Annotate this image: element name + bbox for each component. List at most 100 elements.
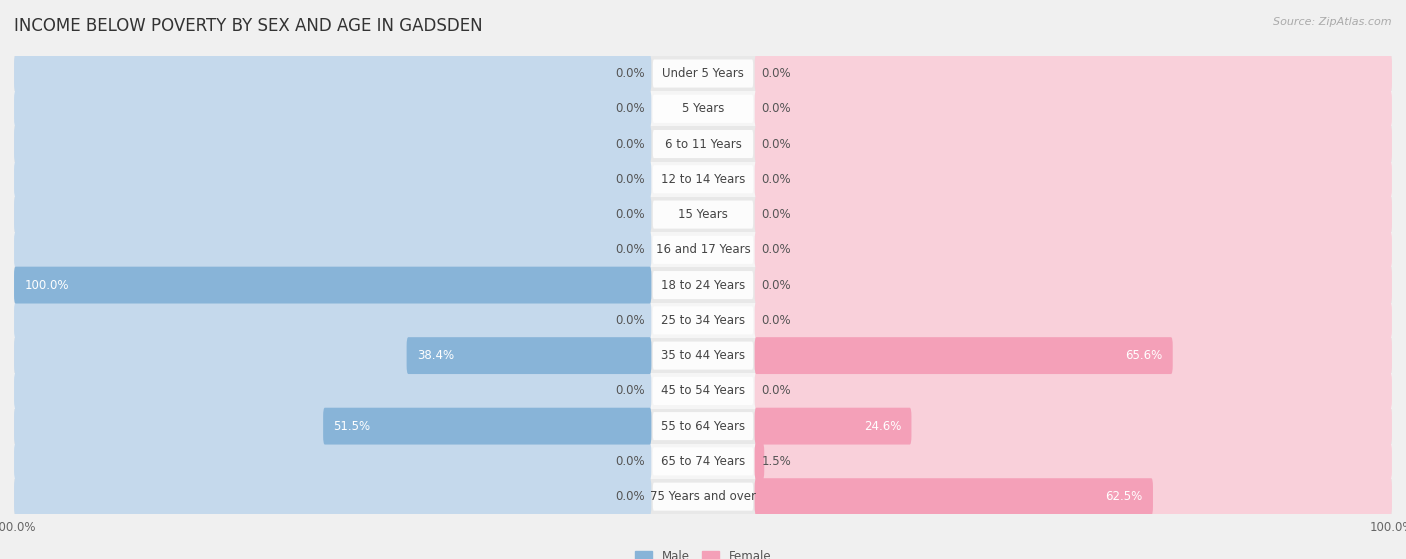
- FancyBboxPatch shape: [652, 377, 754, 405]
- FancyBboxPatch shape: [755, 408, 911, 444]
- FancyBboxPatch shape: [755, 231, 1392, 268]
- Text: 0.0%: 0.0%: [614, 138, 644, 150]
- FancyBboxPatch shape: [755, 479, 1153, 515]
- FancyBboxPatch shape: [14, 55, 651, 92]
- Text: 75 Years and over: 75 Years and over: [650, 490, 756, 503]
- Text: 65.6%: 65.6%: [1125, 349, 1163, 362]
- Bar: [14, 444, 1392, 479]
- Text: 18 to 24 Years: 18 to 24 Years: [661, 278, 745, 292]
- Text: 62.5%: 62.5%: [1105, 490, 1143, 503]
- FancyBboxPatch shape: [323, 408, 651, 444]
- Legend: Male, Female: Male, Female: [630, 546, 776, 559]
- Text: 0.0%: 0.0%: [614, 490, 644, 503]
- Text: 1.5%: 1.5%: [762, 455, 792, 468]
- Bar: [14, 232, 1392, 267]
- Text: 25 to 34 Years: 25 to 34 Years: [661, 314, 745, 327]
- Text: 0.0%: 0.0%: [762, 173, 792, 186]
- FancyBboxPatch shape: [652, 236, 754, 264]
- Text: 38.4%: 38.4%: [418, 349, 454, 362]
- Text: 0.0%: 0.0%: [762, 67, 792, 80]
- Text: 51.5%: 51.5%: [333, 420, 371, 433]
- FancyBboxPatch shape: [14, 231, 651, 268]
- Text: 0.0%: 0.0%: [762, 102, 792, 115]
- Text: 35 to 44 Years: 35 to 44 Years: [661, 349, 745, 362]
- Bar: [14, 373, 1392, 409]
- FancyBboxPatch shape: [755, 126, 1392, 163]
- Text: 0.0%: 0.0%: [614, 208, 644, 221]
- FancyBboxPatch shape: [755, 302, 1392, 339]
- Bar: [14, 303, 1392, 338]
- FancyBboxPatch shape: [652, 447, 754, 475]
- FancyBboxPatch shape: [14, 302, 651, 339]
- FancyBboxPatch shape: [14, 443, 651, 480]
- FancyBboxPatch shape: [14, 479, 651, 515]
- Text: 0.0%: 0.0%: [762, 208, 792, 221]
- Text: Source: ZipAtlas.com: Source: ZipAtlas.com: [1274, 17, 1392, 27]
- FancyBboxPatch shape: [755, 479, 1392, 515]
- Bar: [14, 126, 1392, 162]
- FancyBboxPatch shape: [14, 161, 651, 198]
- FancyBboxPatch shape: [14, 126, 651, 163]
- FancyBboxPatch shape: [652, 201, 754, 229]
- FancyBboxPatch shape: [14, 267, 651, 304]
- FancyBboxPatch shape: [406, 337, 651, 374]
- FancyBboxPatch shape: [755, 267, 1392, 304]
- FancyBboxPatch shape: [14, 337, 651, 374]
- Bar: [14, 56, 1392, 91]
- Bar: [14, 197, 1392, 232]
- Text: 0.0%: 0.0%: [762, 243, 792, 257]
- Text: 0.0%: 0.0%: [614, 67, 644, 80]
- Text: 0.0%: 0.0%: [614, 314, 644, 327]
- Text: 100.0%: 100.0%: [24, 278, 69, 292]
- Text: 0.0%: 0.0%: [762, 314, 792, 327]
- Text: 0.0%: 0.0%: [762, 278, 792, 292]
- Text: 0.0%: 0.0%: [614, 243, 644, 257]
- Text: 0.0%: 0.0%: [762, 385, 792, 397]
- Text: 65 to 74 Years: 65 to 74 Years: [661, 455, 745, 468]
- FancyBboxPatch shape: [652, 271, 754, 299]
- Bar: [14, 91, 1392, 126]
- Bar: [14, 162, 1392, 197]
- Text: 55 to 64 Years: 55 to 64 Years: [661, 420, 745, 433]
- FancyBboxPatch shape: [755, 408, 1392, 444]
- Text: INCOME BELOW POVERTY BY SEX AND AGE IN GADSDEN: INCOME BELOW POVERTY BY SEX AND AGE IN G…: [14, 17, 482, 35]
- Text: 6 to 11 Years: 6 to 11 Years: [665, 138, 741, 150]
- FancyBboxPatch shape: [755, 337, 1392, 374]
- FancyBboxPatch shape: [755, 443, 1392, 480]
- Text: 12 to 14 Years: 12 to 14 Years: [661, 173, 745, 186]
- Bar: [14, 267, 1392, 303]
- Bar: [14, 409, 1392, 444]
- FancyBboxPatch shape: [652, 306, 754, 334]
- FancyBboxPatch shape: [652, 412, 754, 440]
- FancyBboxPatch shape: [755, 196, 1392, 233]
- Text: Under 5 Years: Under 5 Years: [662, 67, 744, 80]
- Text: 0.0%: 0.0%: [614, 455, 644, 468]
- Text: 45 to 54 Years: 45 to 54 Years: [661, 385, 745, 397]
- FancyBboxPatch shape: [755, 372, 1392, 409]
- FancyBboxPatch shape: [755, 161, 1392, 198]
- FancyBboxPatch shape: [755, 91, 1392, 127]
- FancyBboxPatch shape: [652, 59, 754, 88]
- Text: 0.0%: 0.0%: [614, 173, 644, 186]
- Text: 24.6%: 24.6%: [863, 420, 901, 433]
- Bar: [14, 479, 1392, 514]
- Text: 0.0%: 0.0%: [614, 385, 644, 397]
- FancyBboxPatch shape: [14, 196, 651, 233]
- FancyBboxPatch shape: [755, 55, 1392, 92]
- FancyBboxPatch shape: [652, 165, 754, 193]
- FancyBboxPatch shape: [14, 91, 651, 127]
- Text: 15 Years: 15 Years: [678, 208, 728, 221]
- FancyBboxPatch shape: [652, 342, 754, 369]
- FancyBboxPatch shape: [652, 95, 754, 123]
- Text: 0.0%: 0.0%: [762, 138, 792, 150]
- FancyBboxPatch shape: [652, 482, 754, 511]
- FancyBboxPatch shape: [14, 372, 651, 409]
- FancyBboxPatch shape: [14, 267, 651, 304]
- Text: 0.0%: 0.0%: [614, 102, 644, 115]
- Text: 16 and 17 Years: 16 and 17 Years: [655, 243, 751, 257]
- FancyBboxPatch shape: [14, 408, 651, 444]
- Bar: [14, 338, 1392, 373]
- Text: 5 Years: 5 Years: [682, 102, 724, 115]
- FancyBboxPatch shape: [652, 130, 754, 158]
- FancyBboxPatch shape: [755, 443, 765, 480]
